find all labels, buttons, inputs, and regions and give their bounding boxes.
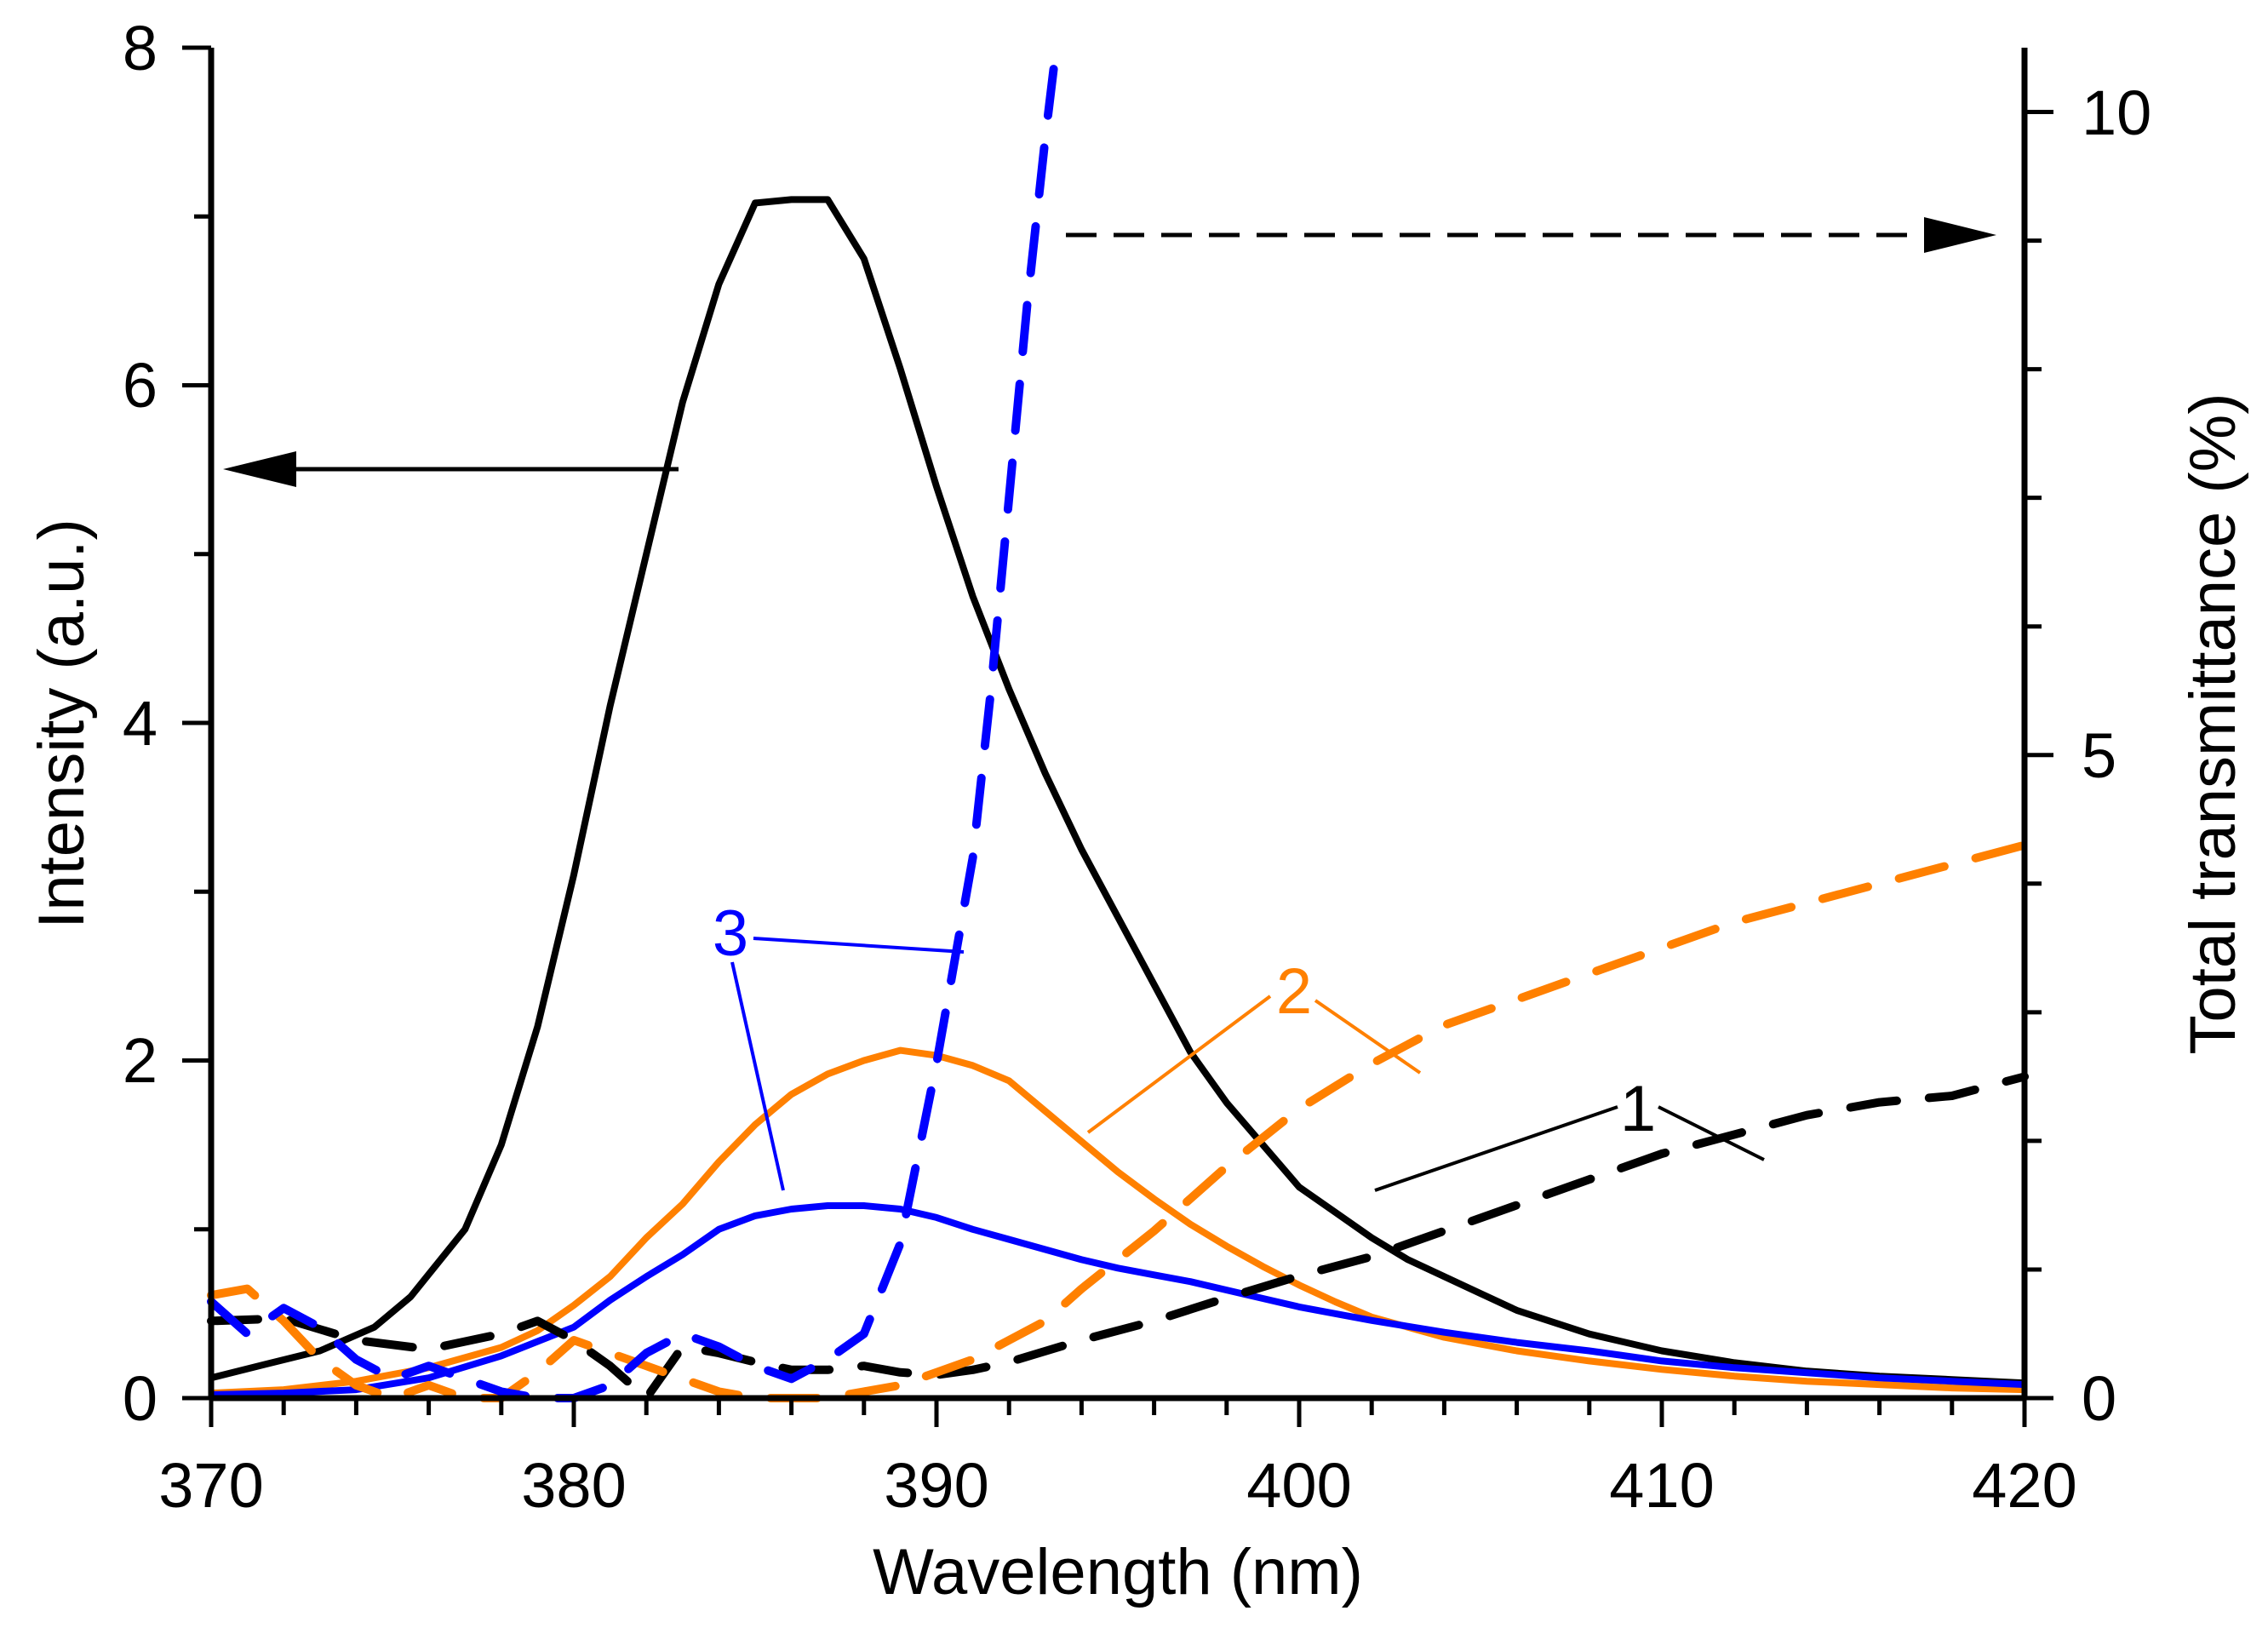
- x-tick-label: 390: [884, 1450, 988, 1521]
- x-axis-title: Wavelength (nm): [873, 1536, 1363, 1608]
- y-left-axis-title: Intensity (a.u.): [26, 519, 98, 929]
- y-right-tick-label: 5: [2082, 720, 2116, 791]
- ticks-layer: [182, 45, 2053, 1427]
- curves-layer: [207, 43, 2029, 1402]
- curve-label-text: 1: [1620, 1073, 1656, 1145]
- curve-label-3: 3: [713, 897, 965, 1191]
- y-left-tick-label: 6: [123, 350, 158, 421]
- y-left-tick-label: 4: [123, 688, 158, 759]
- series-2-intensity-line: [210, 1046, 2025, 1397]
- series-3-transmittance-line: [207, 43, 1061, 1402]
- curve-label-text: 3: [713, 897, 748, 970]
- y-right-tick-labels: 0 5 10: [2082, 77, 2151, 1434]
- y-left-tick-label: 0: [123, 1363, 158, 1434]
- y-right-tick-label: 0: [2082, 1363, 2116, 1434]
- curve-label-2: 2: [1086, 955, 1422, 1134]
- x-tick-label: 410: [1609, 1450, 1714, 1521]
- y-left-tick-label: 2: [123, 1025, 158, 1096]
- curve-label-1: 1: [1374, 1073, 1765, 1192]
- x-tick-label: 380: [521, 1450, 626, 1521]
- y-right-axis-title: Total transmittance (%): [2177, 393, 2249, 1054]
- x-tick-label: 400: [1246, 1450, 1351, 1521]
- series-2-transmittance-line: [207, 840, 2029, 1402]
- left-axis-indicator-arrow: [223, 451, 679, 487]
- x-tick-label: 370: [158, 1450, 263, 1521]
- y-left-tick-label: 8: [123, 13, 158, 83]
- curve-label-text: 2: [1276, 955, 1312, 1028]
- series-3-intensity-line: [210, 1202, 2025, 1398]
- series-1-intensity-line: [210, 196, 2025, 1387]
- x-tick-label: 420: [1972, 1450, 2076, 1521]
- right-axis-indicator-arrow: [1066, 217, 1996, 253]
- y-right-tick-label: 10: [2082, 77, 2151, 148]
- x-tick-labels: 370 380 390 400 410 420: [158, 1450, 2076, 1521]
- y-left-tick-labels: 0 2 4 6 8: [123, 13, 158, 1434]
